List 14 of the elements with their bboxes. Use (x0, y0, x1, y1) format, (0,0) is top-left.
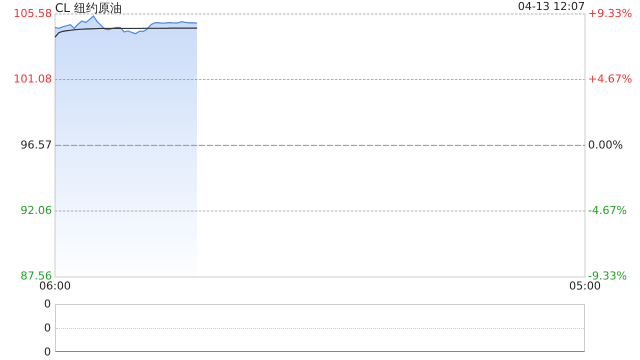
y2-tick-label: 0.00% (588, 138, 623, 152)
y2-tick-label: +9.33% (588, 6, 632, 20)
text: 0 (44, 298, 51, 310)
x-tick-label: 06:00 (39, 279, 71, 292)
chart-title: CL 纽约原油 (55, 0, 122, 17)
text: 0 (44, 322, 51, 334)
y-tick-label: 101.08 (14, 72, 52, 86)
y2-tick-label: -4.67% (588, 204, 627, 218)
y-tick-label: 105.58 (14, 6, 52, 20)
y2-tick-label: +4.67% (588, 72, 632, 86)
y-tick-label: 96.57 (20, 138, 52, 152)
text: 04-13 12:07 (518, 0, 585, 13)
y-tick-label: 92.06 (20, 204, 52, 218)
text: 0 (44, 346, 51, 358)
